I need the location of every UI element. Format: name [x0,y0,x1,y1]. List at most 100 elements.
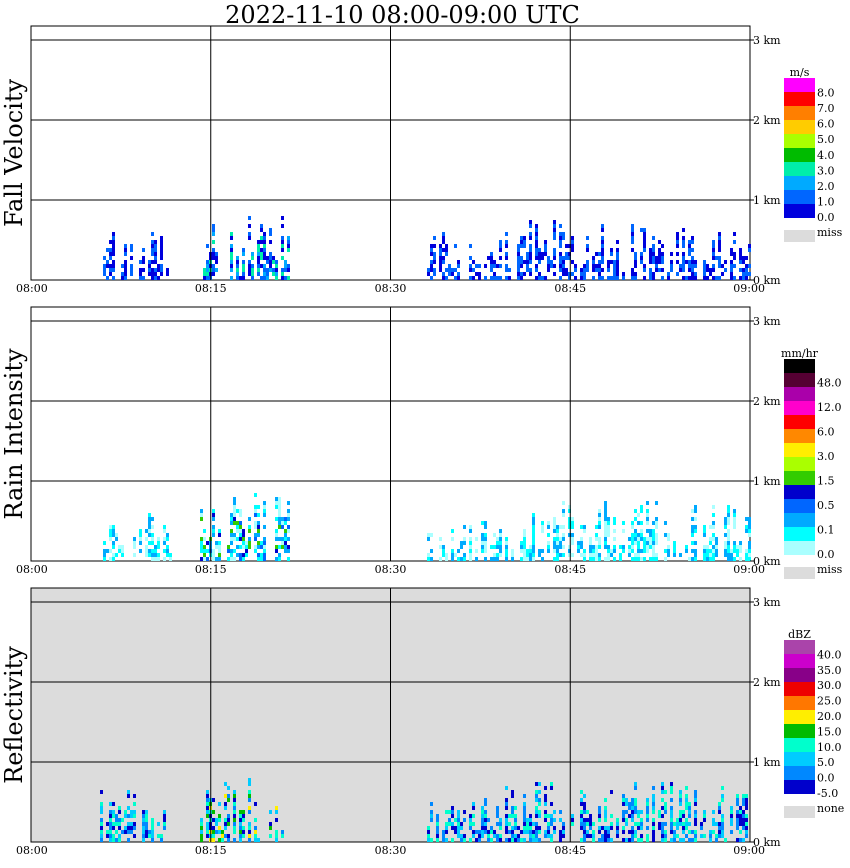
panel-3-echo-cell [112,802,115,806]
panel-3-echo-cell [682,830,685,834]
panel-2-echo-cell [655,521,658,525]
panel-1-echo-cell [142,276,145,280]
panel-2-echo-cell [463,553,466,557]
panel-3-echo-cell [212,810,215,814]
panel-1-echo-cell [430,264,433,268]
panel-3-echo-cell [275,810,278,814]
panel-2-echo-cell [733,557,736,561]
panel-1-echo-cell [655,260,658,264]
panel-2-echo-cell [592,557,595,561]
panel-3-echo-cell [679,818,682,822]
panel-1-echo-cell [661,244,664,248]
panel-2-echo-cell [439,557,442,561]
panel-1-echo-cell [242,272,245,276]
panel-2-echo-cell [598,541,601,545]
panel-2-echo-cell [667,549,670,553]
panel-1-echo-cell [544,244,547,248]
panel-1-echo-cell [166,268,169,272]
panel-2-echo-cell [148,533,151,537]
panel-1-echo-cell [505,268,508,272]
panel-2-legend-unit: mm/hr [781,347,819,360]
panel-2-echo-cell [652,553,655,557]
panel-1-echo-cell [263,252,266,256]
panel-2-echo-cell [275,557,278,561]
panel-3-echo-cell [535,822,538,826]
panel-1-echo-cell [715,276,718,280]
panel-1-echo-cell [601,256,604,260]
panel-1-echo-cell [251,256,254,260]
panel-1-echo-cell [574,264,577,268]
panel-3-echo-cell [625,798,628,802]
panel-1-echo-cell [658,248,661,252]
panel-3-echo-cell [239,818,242,822]
panel-1-echo-cell [739,268,742,272]
panel-3-echo-cell [529,822,532,826]
panel-2-echo-cell [604,557,607,561]
panel-1-echo-cell [742,272,745,276]
panel-2-echo-cell [562,533,565,537]
panel-1-echo-cell [260,240,263,244]
panel-1-echo-cell [230,244,233,248]
panel-3-echo-cell [163,826,166,830]
panel-2-echo-cell [694,541,697,545]
panel-2-echo-cell [257,553,260,557]
panel-3-echo-cell [610,790,613,794]
panel-1-echo-cell [676,232,679,236]
panel-1-echo-cell [287,248,290,252]
panel-1-echo-cell [230,252,233,256]
panel-2-echo-cell [727,537,730,541]
panel-1-echo-cell [499,256,502,260]
panel-1-echo-cell [652,248,655,252]
panel-1-echo-cell [598,264,601,268]
panel-3-echo-cell [442,838,445,842]
panel-1-echo-cell [451,272,454,276]
panel-2-echo-cell [112,557,115,561]
panel-1-echo-cell [109,256,112,260]
panel-1-echo-cell [661,268,664,272]
panel-1-echo-cell [529,268,532,272]
panel-1-echo-cell [718,244,721,248]
panel-2-echo-cell [613,521,616,525]
panel-3-echo-cell [457,810,460,814]
panel-3-echo-cell [583,826,586,830]
panel-2-echo-cell [730,549,733,553]
panel-1-echo-cell [151,244,154,248]
panel-2-echo-cell [598,525,601,529]
panel-2-echo-cell [254,533,257,537]
panel-3-echo-cell [739,806,742,810]
panel-1-echo-cell [499,240,502,244]
panel-3-echo-cell [700,826,703,830]
panel-1-echo-cell [694,264,697,268]
panel-3-echo-cell [676,818,679,822]
panel-2-echo-cell [559,553,562,557]
panel-3-echo-cell [148,830,151,834]
panel-2-echo-cell [712,525,715,529]
panel-2-echo-cell [493,557,496,561]
panel-3-echo-cell [142,822,145,826]
panel-3-echo-cell [529,834,532,838]
panel-3-echo-cell [532,830,535,834]
panel-2-echo-cell [115,533,118,537]
panel-3-echo-cell [544,798,547,802]
panel-2-echo-cell [203,545,206,549]
panel-2-echo-cell [284,529,287,533]
panel-2-echo-cell [709,549,712,553]
panel-1-echo-cell [275,264,278,268]
panel-2-echo-cell [239,537,242,541]
panel-3-echo-cell [242,818,245,822]
panel-1-echo-cell [484,276,487,280]
panel-1-echo-cell [212,240,215,244]
panel-3-echo-cell [559,834,562,838]
panel-2-echo-cell [206,549,209,553]
panel-1-echo-cell [154,248,157,252]
panel-1-echo-cell [109,248,112,252]
panel-2-echo-cell [706,545,709,549]
panel-3-echo-cell [634,782,637,786]
panel-1-echo-cell [613,264,616,268]
panel-3-echo-cell [547,814,550,818]
panel-2-echo-cell [691,541,694,545]
panel-2-legend-label: 12.0 [817,401,842,414]
panel-2-echo-cell [523,529,526,533]
panel-3-echo-cell [559,818,562,822]
panel-3-echo-cell [127,814,130,818]
